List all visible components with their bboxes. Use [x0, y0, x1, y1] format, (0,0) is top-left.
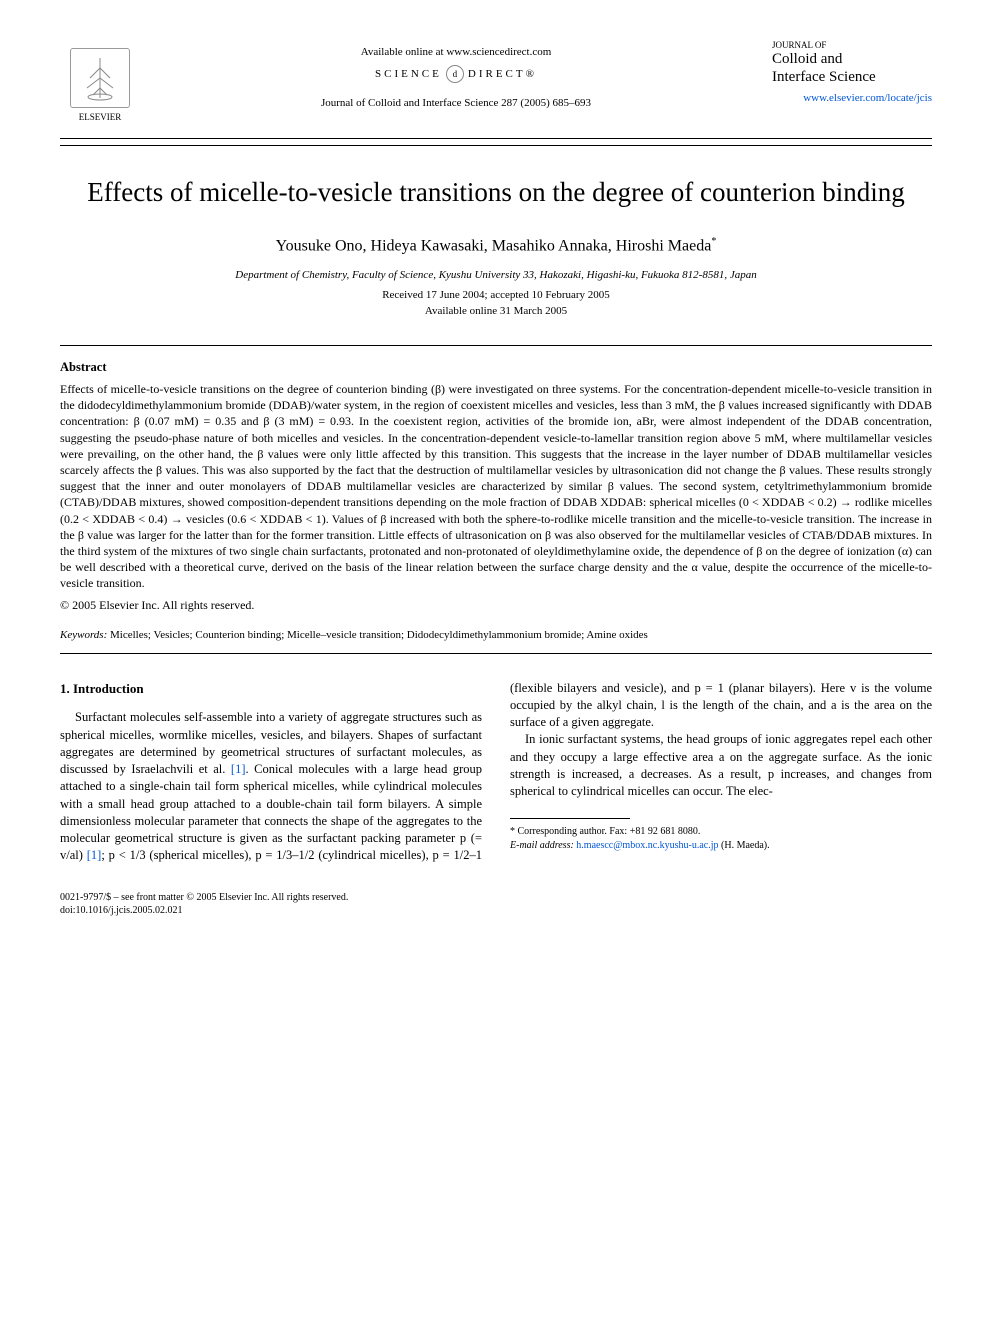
copyright-line: © 2005 Elsevier Inc. All rights reserved…: [60, 598, 932, 613]
elsevier-tree-icon: [70, 48, 130, 108]
journal-of-label: JOURNAL OF: [772, 40, 932, 50]
article-dates: Received 17 June 2004; accepted 10 Febru…: [60, 289, 932, 301]
introduction-heading: 1. Introduction: [60, 680, 482, 698]
keywords-line: Keywords: Micelles; Vesicles; Counterion…: [60, 629, 932, 641]
email-label: E-mail address:: [510, 840, 574, 851]
abstract-heading: Abstract: [60, 360, 932, 375]
corresponding-author-footnote: * Corresponding author. Fax: +81 92 681 …: [510, 825, 932, 839]
abstract-body: Effects of micelle-to-vesicle transition…: [60, 381, 932, 591]
corresponding-marker: *: [711, 236, 716, 247]
journal-title-line2: Interface Science: [772, 68, 932, 86]
header-rule-1: [60, 138, 932, 139]
email-suffix: (H. Maeda).: [721, 840, 770, 851]
header-center: Available online at www.sciencedirect.co…: [140, 40, 772, 109]
authors-text: Yousuke Ono, Hideya Kawasaki, Masahiko A…: [276, 237, 712, 254]
citation-ref-1b[interactable]: [1]: [87, 848, 102, 862]
header-rule-2: [60, 145, 932, 146]
sd-left: SCIENCE: [375, 68, 442, 80]
bottom-metadata: 0021-9797/$ – see front matter © 2005 El…: [60, 891, 932, 918]
article-title: Effects of micelle-to-vesicle transition…: [60, 176, 932, 210]
sd-glyph-icon: d: [446, 65, 464, 83]
page-header: ELSEVIER Available online at www.science…: [60, 40, 932, 130]
elsevier-label: ELSEVIER: [79, 112, 122, 122]
elsevier-logo: ELSEVIER: [60, 40, 140, 130]
keywords-text: Micelles; Vesicles; Counterion binding; …: [110, 629, 648, 641]
citation-line: Journal of Colloid and Interface Science…: [140, 97, 772, 109]
available-online-date: Available online 31 March 2005: [60, 305, 932, 317]
intro-paragraph-2: In ionic surfactant systems, the head gr…: [510, 731, 932, 800]
keywords-label: Keywords:: [60, 629, 107, 641]
journal-badge: JOURNAL OF Colloid and Interface Science…: [772, 40, 932, 104]
citation-ref-1[interactable]: [1]: [231, 762, 246, 776]
email-footnote: E-mail address: h.maescc@mbox.nc.kyushu-…: [510, 839, 932, 853]
journal-url-link[interactable]: www.elsevier.com/locate/jcis: [772, 92, 932, 104]
front-matter-line: 0021-9797/$ – see front matter © 2005 El…: [60, 891, 932, 905]
body-two-column: 1. Introduction Surfactant molecules sel…: [60, 680, 932, 865]
footnote-rule: [510, 818, 630, 819]
author-email-link[interactable]: h.maescc@mbox.nc.kyushu-u.ac.jp: [576, 840, 718, 851]
doi-line: doi:10.1016/j.jcis.2005.02.021: [60, 904, 932, 918]
journal-title-line1: Colloid and: [772, 50, 932, 68]
affiliation: Department of Chemistry, Faculty of Scie…: [60, 269, 932, 281]
author-list: Yousuke Ono, Hideya Kawasaki, Masahiko A…: [60, 236, 932, 255]
available-online-text: Available online at www.sciencedirect.co…: [140, 46, 772, 58]
sciencedirect-logo: SCIENCE d DIRECT®: [375, 65, 537, 83]
abstract-top-rule: [60, 345, 932, 346]
abstract-bottom-rule: [60, 653, 932, 654]
sd-right: DIRECT®: [468, 68, 537, 80]
